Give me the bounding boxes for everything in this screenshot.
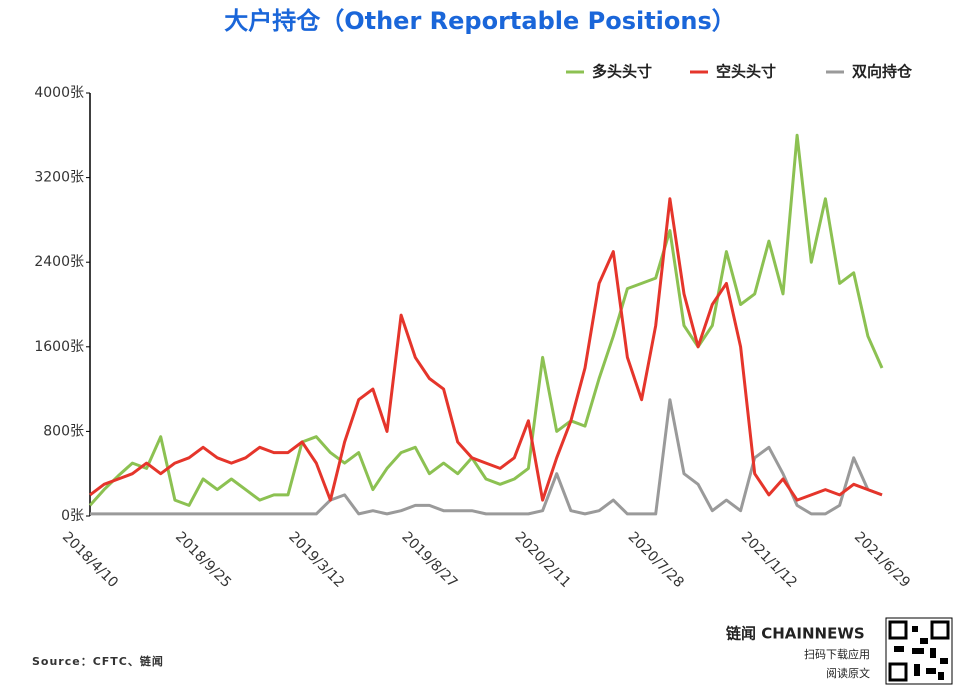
x-tick-label: 2018/9/25 [172,529,234,591]
footer-line: 阅读原文 [826,666,870,680]
x-tick-label: 2021/6/29 [851,529,913,591]
footer-line: 扫码下载应用 [804,647,870,661]
series-line [88,133,884,507]
legend-label: 空头头寸 [716,63,776,81]
x-tick-label: 2021/1/12 [738,529,800,591]
legend-label: 多头头寸 [592,63,652,81]
brand: 链闻 CHAINNEWS [726,625,865,643]
qr-code [885,617,953,685]
source: Source：CFTC、链闻 [32,654,164,668]
legend-label: 双向持仓 [852,63,913,81]
series-line [90,398,883,516]
x-tick-label: 2018/4/10 [59,529,121,591]
x-tick-label: 2019/8/27 [398,529,460,591]
x-tick-label: 2020/2/11 [512,529,574,591]
y-tick-label: 4000张 [34,85,84,101]
series-line [89,197,883,502]
y-tick-label: 1600张 [34,339,84,355]
y-tick-label: 3200张 [34,170,84,186]
x-tick-label: 2020/7/28 [625,529,687,591]
y-tick-label: 0张 [61,508,84,524]
chart-title: 大户持仓（Other Reportable Positions） [224,7,736,35]
y-tick-label: 800张 [43,423,84,439]
x-tick-label: 2019/3/12 [285,529,347,591]
y-tick-label: 2400张 [34,254,84,270]
